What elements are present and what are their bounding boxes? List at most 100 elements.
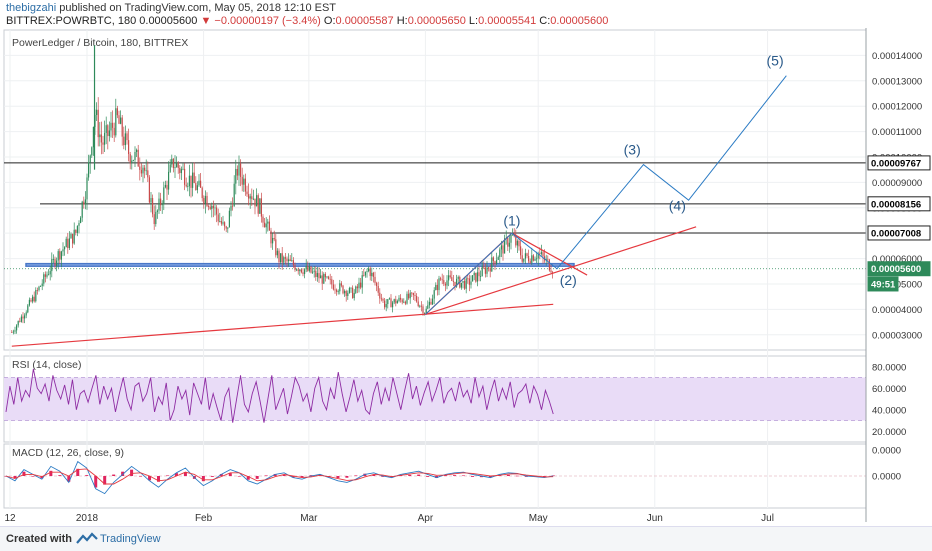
candle-body: [460, 282, 462, 288]
candle-body: [193, 172, 195, 184]
candle-body: [420, 305, 422, 307]
macd-histogram-bar: [13, 476, 17, 479]
candle-body: [236, 168, 238, 176]
candle-body: [355, 286, 357, 293]
candle-body: [49, 271, 51, 275]
candle-body: [366, 271, 368, 272]
candle-body: [32, 296, 34, 302]
candle-body: [164, 184, 166, 188]
candle-body: [422, 306, 424, 314]
candle-body: [392, 302, 394, 308]
candle-body: [156, 210, 158, 212]
candle-body: [20, 316, 22, 322]
author-link[interactable]: thebigzahi: [6, 2, 57, 14]
candle-body: [230, 205, 232, 211]
candle-body: [403, 301, 405, 303]
candle-body: [320, 275, 322, 279]
red-trendline: [425, 226, 697, 316]
candle-body: [254, 198, 256, 207]
candle-body: [243, 178, 245, 185]
macd-pane-title: MACD (12, 26, close, 9): [12, 447, 124, 459]
rsi-pane-title: RSI (14, close): [12, 359, 81, 371]
candle-body: [475, 272, 477, 282]
candle-body: [260, 198, 262, 217]
candle-body: [88, 162, 90, 178]
candle-body: [268, 221, 270, 231]
x-tick-label: Jun: [647, 513, 663, 524]
candle-body: [43, 274, 45, 284]
candle-body: [99, 134, 101, 138]
candle-body: [550, 270, 552, 273]
candle-body: [388, 298, 390, 300]
candle-body: [225, 226, 227, 229]
candle-body: [507, 238, 509, 247]
candle-body: [360, 282, 362, 288]
candle-body: [347, 292, 349, 297]
candle-body: [70, 233, 72, 239]
candle-body: [267, 221, 269, 224]
candle-body: [196, 185, 198, 191]
macd-histogram-bar: [67, 476, 71, 482]
candle-body: [497, 257, 499, 260]
candle-body: [208, 206, 210, 207]
candle-body: [60, 251, 62, 260]
annotations: (1) (2) (3) (4) (5) 0.00009767 0.00008156 0.000…: [503, 53, 931, 292]
candle-body: [216, 207, 218, 215]
candle-body: [396, 301, 398, 304]
candle-body: [204, 195, 206, 204]
candle-body: [329, 278, 331, 280]
candle-body: [132, 160, 134, 161]
candle-body: [480, 276, 482, 277]
candle-body: [265, 223, 267, 228]
candle-body: [97, 109, 99, 138]
candle-body: [147, 170, 149, 178]
candle-body: [409, 292, 411, 299]
candle-body: [96, 109, 98, 115]
candle-body: [452, 280, 454, 282]
low-value: 0.00005541: [478, 15, 537, 27]
elliott-wave-path: [425, 75, 787, 315]
macd-histogram-bar: [174, 473, 178, 476]
candle-body: [251, 196, 253, 200]
candle-body: [35, 290, 37, 302]
candle-body: [78, 223, 80, 226]
candle-body: [238, 163, 240, 176]
y-tick-label: 0.00011000: [872, 127, 922, 138]
symbol-label: BITTREX:POWRBTC, 180: [6, 15, 137, 27]
candle-body: [169, 164, 171, 172]
candle-body: [448, 275, 450, 281]
candle-body: [361, 275, 363, 288]
macd-histogram-bar: [506, 474, 510, 476]
macd-histogram-bar: [183, 472, 187, 476]
candle-body: [19, 320, 21, 322]
candle-body: [195, 183, 197, 191]
candle-body: [180, 169, 182, 174]
candle-body: [89, 155, 91, 163]
price-axis-label: 49:51: [871, 279, 896, 290]
candle-body: [121, 117, 123, 137]
macd-tick-label: 0.0000: [872, 472, 901, 483]
candle-body: [256, 195, 258, 207]
chart-canvas[interactable]: PowerLedger / Bitcoin, 180, BITTREX RSI …: [0, 28, 932, 526]
candle-body: [118, 115, 120, 124]
macd-histogram-bar: [94, 476, 98, 488]
candle-body: [308, 266, 310, 271]
candle-body: [110, 122, 112, 131]
tradingview-brand-link[interactable]: TradingView: [100, 533, 161, 545]
candle-body: [486, 267, 488, 274]
candle-body: [441, 279, 443, 281]
candle-body: [73, 229, 75, 244]
candle-body: [390, 298, 392, 308]
candle-body: [126, 133, 128, 141]
candle-body: [184, 168, 186, 185]
candle-body: [323, 273, 325, 284]
candle-body: [38, 286, 40, 291]
candle-body: [464, 280, 466, 289]
wave-label: (2): [560, 272, 577, 288]
candle-body: [345, 291, 347, 297]
price-axis-label: 0.00008156: [871, 199, 921, 210]
candle-body: [542, 252, 544, 257]
candle-body: [224, 222, 226, 227]
candle-body: [129, 154, 131, 164]
macd-histogram-bar: [130, 469, 134, 476]
